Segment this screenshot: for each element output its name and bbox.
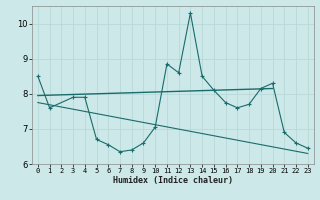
X-axis label: Humidex (Indice chaleur): Humidex (Indice chaleur) bbox=[113, 176, 233, 185]
